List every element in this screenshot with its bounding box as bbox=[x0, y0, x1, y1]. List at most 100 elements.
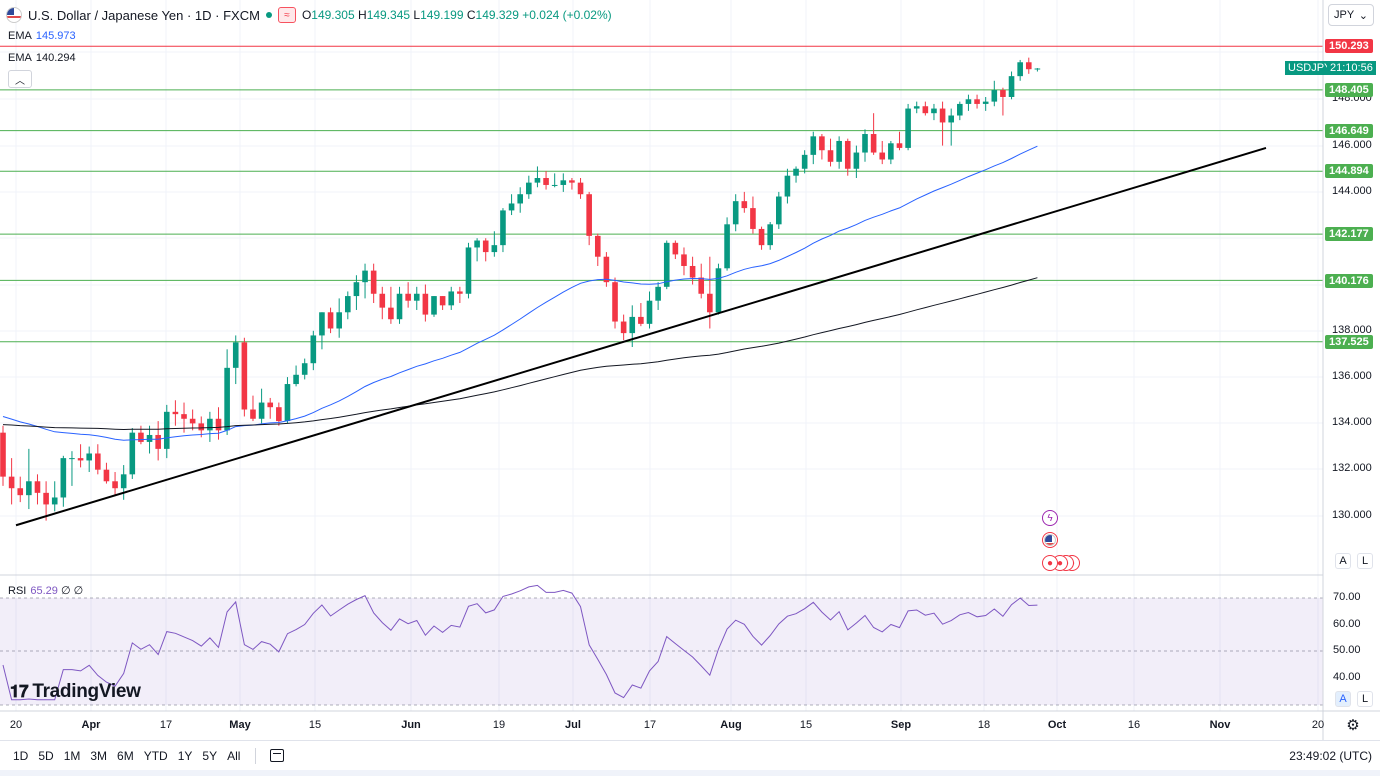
utc-clock[interactable]: 23:49:02 (UTC) bbox=[1289, 748, 1372, 763]
candle-down bbox=[620, 321, 627, 334]
timeframe-button-3m[interactable]: 3M bbox=[90, 748, 108, 763]
ema200-legend[interactable]: EMA 140.294 bbox=[8, 52, 76, 64]
candle-down bbox=[17, 488, 24, 496]
candle-down bbox=[638, 316, 644, 324]
candle-up bbox=[310, 335, 317, 364]
candle-up bbox=[732, 201, 739, 225]
candle-up bbox=[646, 300, 653, 324]
price-axis-label: 136.000 bbox=[1332, 370, 1372, 382]
log-scale-button[interactable]: L bbox=[1357, 553, 1373, 569]
candle-down bbox=[1025, 62, 1032, 70]
candle-up bbox=[836, 140, 842, 162]
candle-down bbox=[896, 143, 903, 148]
candle-up bbox=[982, 101, 989, 104]
candle-down bbox=[103, 469, 110, 482]
settings-gear-icon[interactable]: ⚙ bbox=[1346, 717, 1360, 734]
us-event-flag-icon[interactable] bbox=[1042, 532, 1058, 548]
candle-up bbox=[319, 312, 325, 336]
time-axis-label: Jun bbox=[401, 719, 421, 731]
candle-up bbox=[560, 180, 567, 185]
price-axis-label: 138.000 bbox=[1332, 324, 1372, 336]
timeframe-button-5d[interactable]: 5D bbox=[38, 748, 54, 763]
candle-up bbox=[508, 203, 515, 211]
time-axis-label: May bbox=[229, 719, 251, 731]
candle-down bbox=[43, 492, 49, 505]
time-axis-label: 17 bbox=[643, 719, 657, 731]
time-axis-label: 15 bbox=[799, 719, 813, 731]
candle-down bbox=[388, 307, 394, 320]
candle-down bbox=[827, 150, 834, 162]
candle-down bbox=[577, 182, 584, 195]
candle-down bbox=[250, 409, 256, 419]
price-tag-150293: 150.293 bbox=[1325, 39, 1373, 53]
candle-down bbox=[707, 293, 713, 313]
economic-event-icon-1[interactable]: ● bbox=[1042, 555, 1058, 571]
rsi-legend[interactable]: RSI 65.29 ∅ ∅ bbox=[8, 585, 84, 597]
candle-up bbox=[767, 224, 773, 246]
candle-up bbox=[517, 194, 523, 204]
rsi-log-scale-button[interactable]: L bbox=[1357, 691, 1373, 707]
timeframe-button-all[interactable]: All bbox=[227, 748, 241, 763]
rsi-axis-label: 50.00 bbox=[1333, 644, 1361, 656]
toolbar-separator bbox=[255, 747, 257, 764]
calendar-icon[interactable] bbox=[270, 749, 285, 762]
price-grid bbox=[0, 0, 1323, 711]
bottom-toolbar: 1D 5D 1M 3M 6M YTD 1Y 5Y All 23:49:02 (UTC) bbox=[0, 740, 1380, 770]
timeframe-button-1y[interactable]: 1Y bbox=[177, 748, 193, 763]
timeframe-button-6m[interactable]: 6M bbox=[117, 748, 134, 763]
time-axis-label: 17 bbox=[159, 719, 173, 731]
rsi-auto-scale-button[interactable]: A bbox=[1335, 691, 1351, 707]
candle-up bbox=[526, 182, 532, 195]
flash-event-icon[interactable]: ϟ bbox=[1042, 510, 1058, 526]
time-axis-label: 16 bbox=[1127, 719, 1141, 731]
ema50-legend[interactable]: EMA 145.973 bbox=[8, 30, 76, 42]
candle-down bbox=[0, 432, 6, 477]
candle-up bbox=[413, 293, 420, 301]
candle-down bbox=[370, 270, 377, 294]
candle-down bbox=[879, 152, 886, 160]
candle-down bbox=[939, 108, 946, 123]
candle-up bbox=[474, 240, 480, 248]
countdown-tag: 21:10:56 bbox=[1327, 61, 1376, 75]
timeframe-button-1d[interactable]: 1D bbox=[13, 748, 29, 763]
tradingview-logo[interactable]: 𝟏𝟕 TradingView bbox=[10, 681, 141, 702]
auto-scale-button[interactable]: A bbox=[1335, 553, 1351, 569]
candle-down bbox=[172, 411, 179, 415]
candle-down bbox=[155, 434, 161, 449]
compare-icon[interactable]: ≈ bbox=[277, 7, 296, 23]
timeframe-button-1m[interactable]: 1M bbox=[63, 748, 81, 763]
candle-down bbox=[750, 208, 756, 229]
price-axis-label: 134.000 bbox=[1332, 416, 1372, 428]
candle-down bbox=[569, 180, 575, 183]
candle-up bbox=[534, 178, 541, 183]
collapse-legend-button[interactable]: ︿ bbox=[8, 70, 32, 88]
candle-up bbox=[776, 196, 782, 225]
time-axis-label: Aug bbox=[720, 719, 742, 731]
horizontal-levels bbox=[0, 45, 1323, 343]
candle-up bbox=[431, 296, 437, 315]
price-axis-label: 130.000 bbox=[1332, 509, 1372, 521]
candle-up bbox=[224, 367, 230, 431]
candle-down bbox=[138, 432, 144, 442]
symbol-title[interactable]: U.S. Dollar / Japanese Yen · 1D · FXCM bbox=[28, 7, 260, 23]
candle-up bbox=[362, 270, 368, 283]
candle-down bbox=[586, 194, 592, 236]
candle-up bbox=[853, 152, 860, 169]
candle-up bbox=[715, 268, 722, 313]
market-status-icon bbox=[265, 12, 272, 18]
time-axis-label: Nov bbox=[1209, 719, 1231, 731]
timeframe-button-ytd[interactable]: YTD bbox=[143, 748, 168, 763]
candle-up bbox=[724, 224, 730, 269]
currency-select[interactable]: JPY ⌄ bbox=[1328, 4, 1374, 26]
rsi-axis-label: 70.00 bbox=[1333, 591, 1361, 603]
chevron-down-icon: ⌄ bbox=[1358, 9, 1368, 22]
chart-header: U.S. Dollar / Japanese Yen · 1D · FXCM ≈… bbox=[6, 6, 612, 24]
candle-down bbox=[181, 414, 187, 419]
rsi-line bbox=[2, 584, 1038, 701]
candle-up bbox=[301, 363, 308, 375]
us-flag-icon bbox=[6, 7, 22, 23]
candle-up bbox=[353, 282, 360, 297]
timeframe-button-5y[interactable]: 5Y bbox=[202, 748, 218, 763]
candle-down bbox=[95, 453, 101, 470]
